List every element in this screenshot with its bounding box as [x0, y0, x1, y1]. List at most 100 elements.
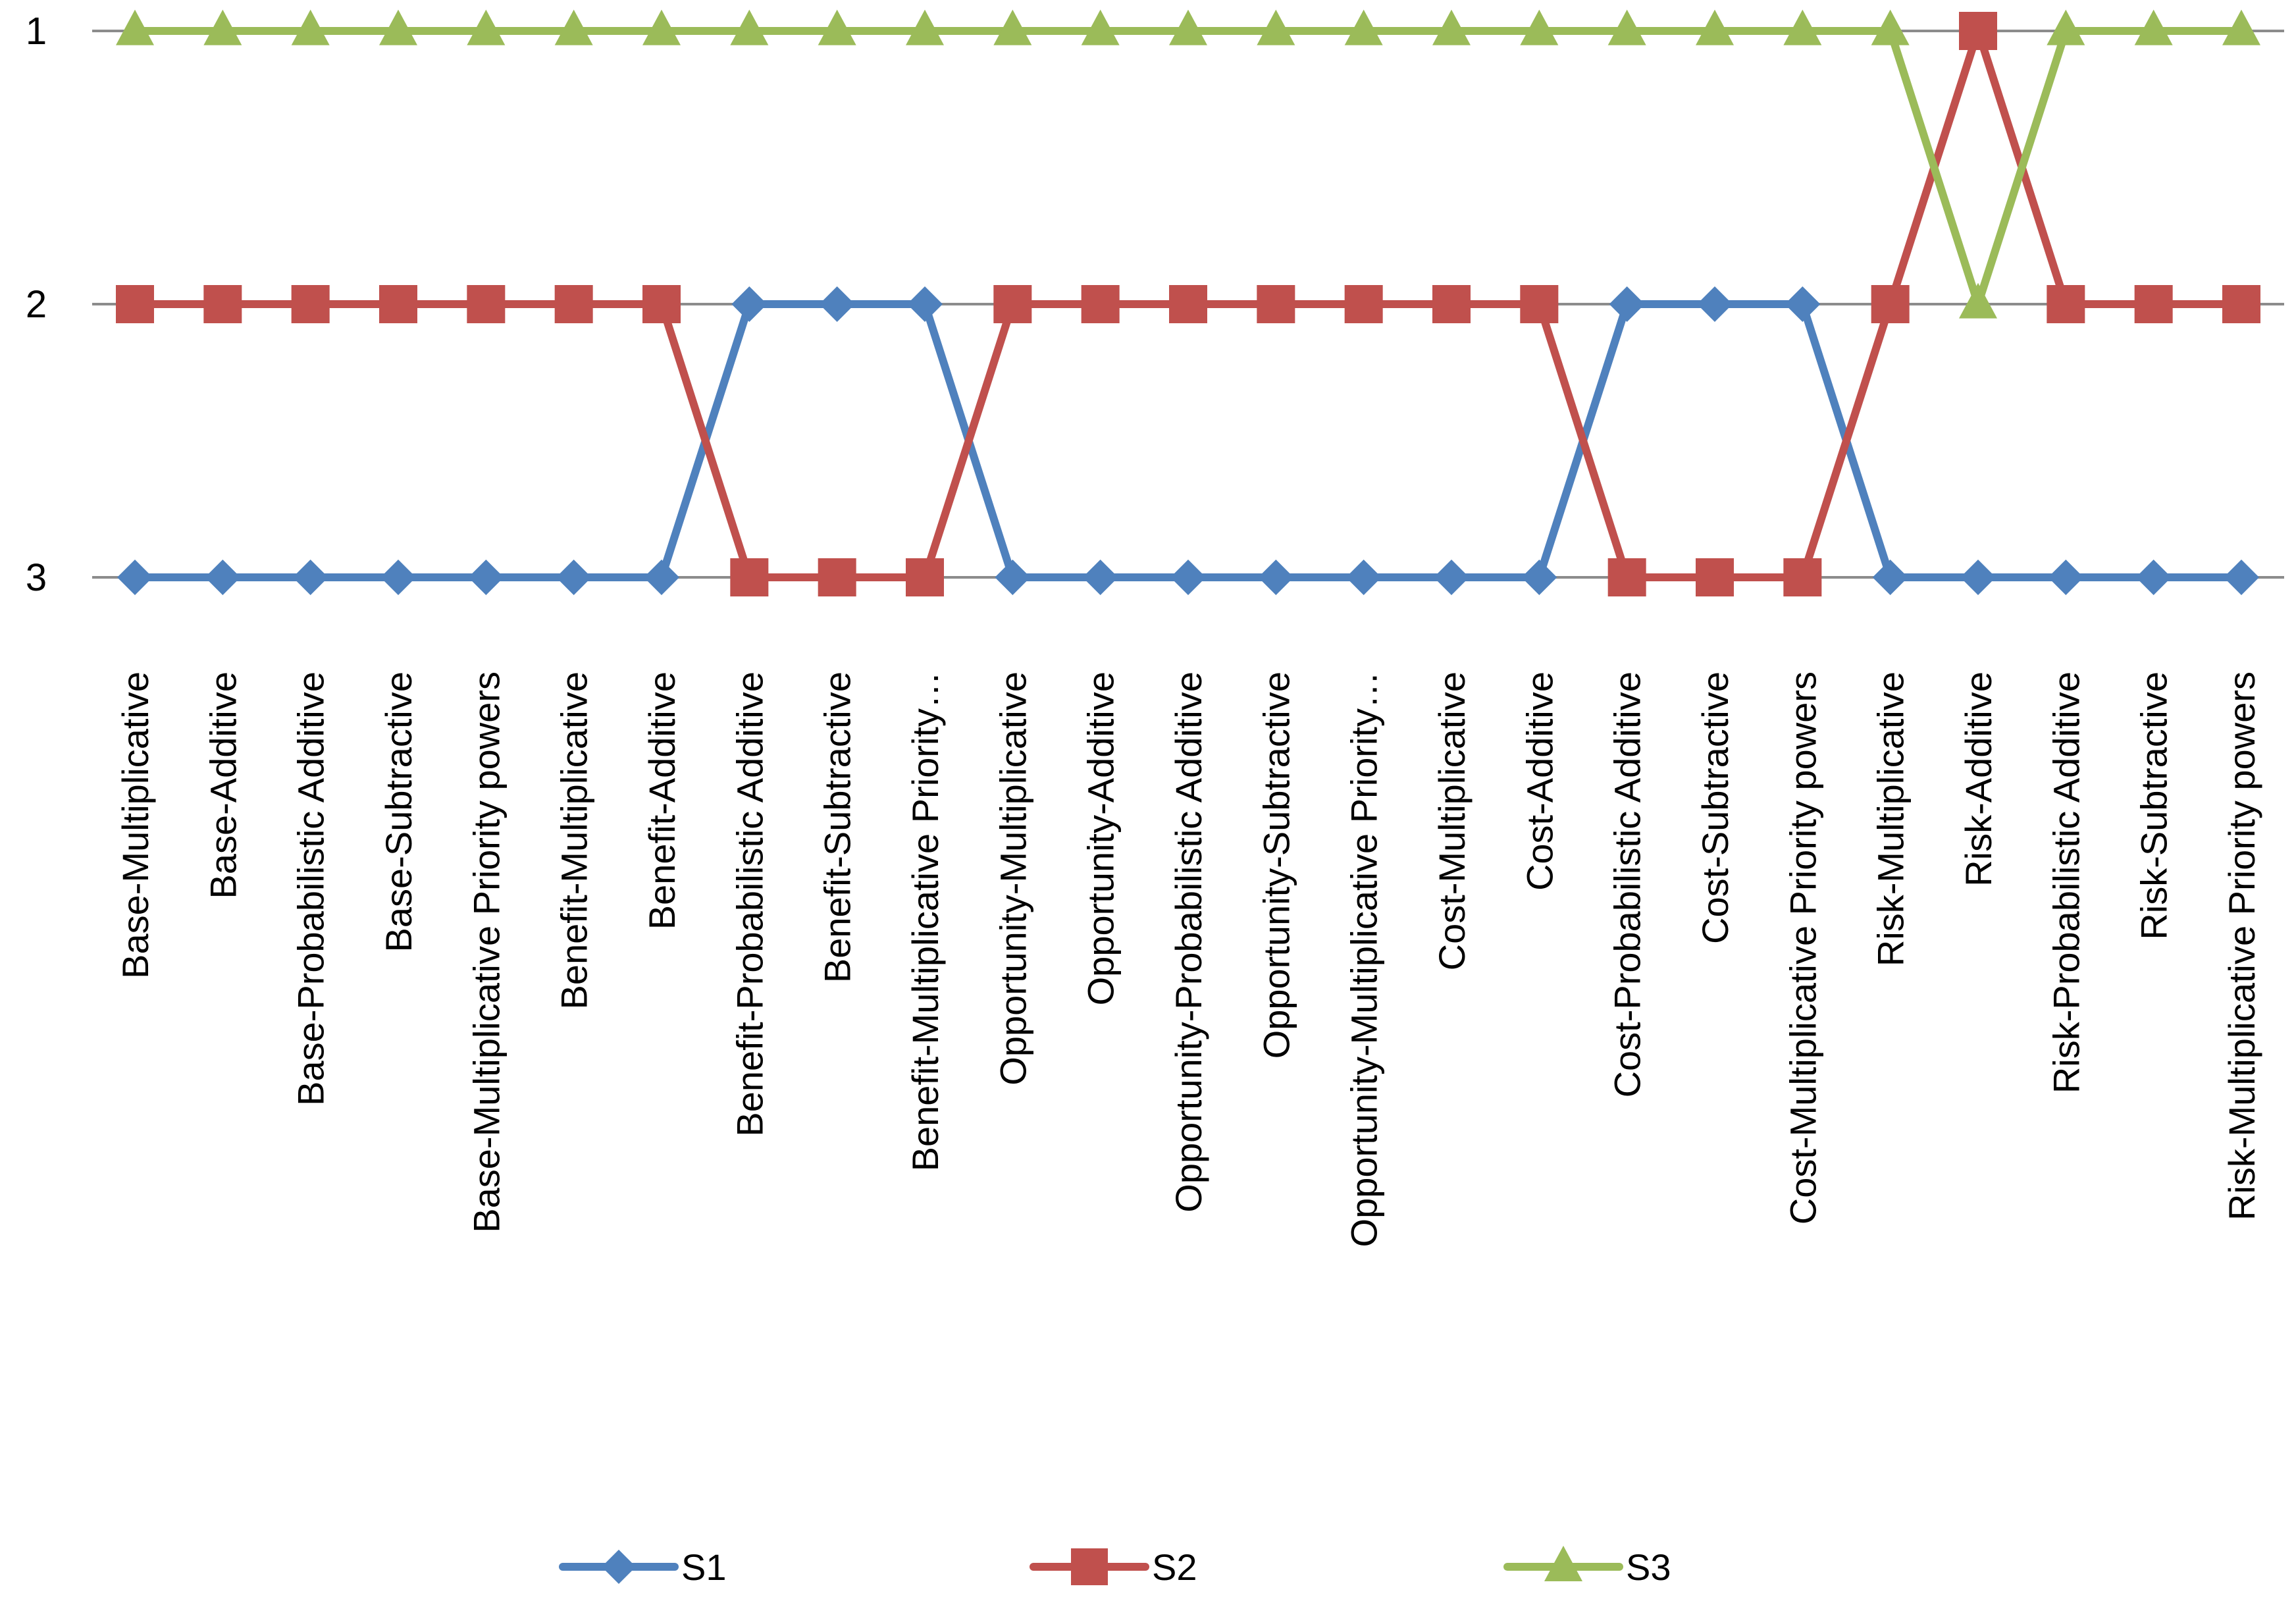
point-S2-20 [1783, 558, 1822, 596]
point-S1-24 [2135, 560, 2172, 595]
point-S2-19 [1696, 558, 1734, 596]
point-S2-22 [1959, 12, 1997, 50]
point-S3-3 [291, 9, 330, 45]
category-label-23: Risk-Probabilistic Additive [2045, 671, 2087, 1093]
point-S1-11 [995, 560, 1031, 595]
point-S3-8 [730, 9, 769, 45]
category-label-16: Cost-Multiplicative [1431, 671, 1473, 970]
point-S1-7 [644, 560, 679, 595]
category-label-13: Opportunity-Probabilistic Additive [1168, 671, 1209, 1213]
point-S3-18 [1607, 9, 1646, 45]
category-label-15: Opportunity-Multiplicative Priority… [1344, 671, 1385, 1247]
point-S2-3 [291, 285, 330, 323]
y-tick-label-3: 3 [26, 556, 47, 599]
category-label-7: Benefit-Additive [641, 671, 683, 930]
point-S2-9 [818, 558, 856, 596]
point-S3-25 [2222, 9, 2260, 45]
point-S2-21 [1871, 285, 1910, 323]
point-S3-16 [1432, 9, 1471, 45]
category-label-24: Risk-Subtractive [2133, 671, 2175, 940]
category-label-8: Benefit-Probabilistic Additive [729, 671, 770, 1137]
point-S2-1 [116, 285, 154, 323]
point-S2-18 [1607, 558, 1646, 596]
point-S2-24 [2134, 285, 2173, 323]
point-S2-8 [730, 558, 769, 596]
point-S1-25 [2224, 560, 2259, 595]
point-S1-6 [556, 560, 592, 595]
category-label-14: Opportunity-Subtractive [1255, 671, 1297, 1059]
series-markers [116, 9, 2260, 596]
category-label-9: Benefit-Subtractive [817, 671, 858, 983]
category-label-1: Base-Multiplicative [115, 671, 156, 979]
category-label-4: Base-Subtractive [378, 671, 419, 952]
point-S1-21 [1872, 560, 1908, 595]
category-label-2: Base-Additive [202, 671, 244, 899]
point-S1-12 [1082, 560, 1118, 595]
point-S1-15 [1345, 560, 1382, 595]
y-tick-label-1: 1 [26, 10, 47, 53]
legend-marker-S2 [1071, 1548, 1108, 1585]
legend: S1 S2 S3 [559, 1546, 1671, 1588]
point-S2-17 [1520, 285, 1559, 323]
point-S2-14 [1257, 285, 1295, 323]
point-S2-25 [2222, 285, 2260, 323]
point-S2-2 [203, 285, 242, 323]
legend-label-S2: S2 [1152, 1546, 1197, 1588]
category-label-12: Opportunity-Additive [1080, 671, 1122, 1005]
y-axis-ticks: 1 2 3 [26, 10, 47, 599]
point-S2-13 [1169, 285, 1207, 323]
series-line-S1 [131, 300, 2245, 581]
point-S1-23 [2048, 560, 2084, 595]
category-label-18: Cost-Probabilistic Additive [1607, 671, 1648, 1097]
point-S3-22 [1959, 282, 1997, 319]
point-S3-20 [1783, 9, 1822, 45]
category-label-11: Opportunity-Multiplicative [992, 671, 1033, 1086]
point-S2-10 [906, 558, 944, 596]
point-S3-19 [1696, 9, 1734, 45]
point-S1-17 [1521, 560, 1557, 595]
point-S3-4 [379, 9, 417, 45]
point-S1-16 [1434, 560, 1469, 595]
point-S2-12 [1081, 285, 1120, 323]
point-S3-5 [467, 9, 506, 45]
category-label-19: Cost-Subtractive [1694, 671, 1736, 944]
point-S1-4 [380, 560, 416, 595]
legend-marker-S1 [602, 1550, 636, 1584]
point-S3-13 [1169, 9, 1207, 45]
legend-label-S1: S1 [681, 1546, 727, 1588]
point-S1-5 [468, 560, 504, 595]
category-label-5: Base-Multiplicative Priority powers [465, 671, 507, 1233]
point-S2-5 [467, 285, 506, 323]
point-S2-23 [2047, 285, 2085, 323]
point-S3-24 [2134, 9, 2173, 45]
point-S3-1 [116, 9, 154, 45]
point-S1-3 [292, 560, 328, 595]
point-S3-17 [1520, 9, 1559, 45]
category-label-25: Risk-Multiplicative Priority powers [2221, 671, 2262, 1221]
point-S1-9 [819, 286, 855, 322]
category-label-21: Risk-Multiplicative [1870, 671, 1912, 966]
legend-label-S3: S3 [1626, 1546, 1671, 1588]
point-S3-7 [642, 9, 681, 45]
point-S1-19 [1697, 286, 1733, 322]
point-S3-11 [993, 9, 1032, 45]
point-S3-15 [1344, 9, 1383, 45]
point-S3-9 [818, 9, 856, 45]
x-axis-labels: Base-Multiplicative Base-Additive Base-Pro… [115, 671, 2262, 1247]
point-S1-13 [1170, 560, 1206, 595]
y-tick-label-2: 2 [26, 283, 47, 326]
point-S2-11 [993, 285, 1032, 323]
point-S1-14 [1258, 560, 1294, 595]
point-S1-2 [205, 560, 241, 595]
category-label-10: Benefit-Multiplicative Priority… [904, 671, 946, 1171]
point-S1-1 [117, 560, 153, 595]
point-S2-7 [642, 285, 681, 323]
point-S2-15 [1344, 285, 1383, 323]
point-S3-21 [1871, 9, 1910, 45]
point-S1-18 [1609, 286, 1645, 322]
point-S1-10 [907, 286, 943, 322]
point-S1-8 [731, 286, 768, 322]
point-S3-10 [906, 9, 944, 45]
point-S3-23 [2047, 9, 2085, 45]
